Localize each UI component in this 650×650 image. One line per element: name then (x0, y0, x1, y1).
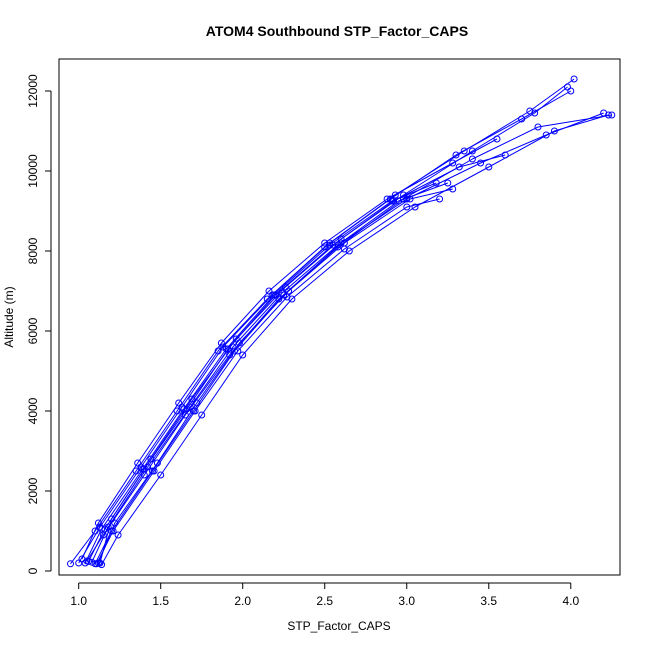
data-point (98, 525, 106, 533)
data-point (98, 561, 106, 569)
x-tick-label: 4.0 (562, 594, 579, 608)
data-point (468, 155, 476, 163)
data-point (542, 131, 550, 139)
y-tick-label: 10000 (26, 154, 40, 188)
chart-title: ATOM4 Southbound STP_Factor_CAPS (206, 23, 468, 39)
x-axis-label: STP_Factor_CAPS (287, 619, 390, 633)
data-point (198, 411, 206, 419)
data-point (432, 179, 440, 187)
data-point (460, 147, 468, 155)
data-point (81, 559, 89, 567)
data-point (534, 123, 542, 131)
plot-area (67, 75, 616, 569)
data-point (234, 347, 242, 355)
data-point (570, 75, 578, 83)
data-point (452, 151, 460, 159)
y-tick-label: 6000 (26, 317, 40, 344)
data-point (406, 195, 414, 203)
data-point (436, 195, 444, 203)
series-line-1 (78, 78, 575, 564)
data-point (605, 111, 612, 119)
data-point (109, 527, 117, 535)
data-point (388, 197, 396, 205)
data-point (139, 465, 147, 473)
y-tick-label: 12000 (26, 74, 40, 108)
data-point (403, 203, 411, 211)
data-point (265, 287, 273, 295)
data-point (444, 179, 452, 187)
series-line-0 (70, 90, 572, 565)
data-point (477, 159, 485, 167)
series-line-6 (81, 138, 498, 560)
data-point (193, 399, 201, 407)
data-point (455, 163, 463, 171)
y-tick-label: 0 (26, 567, 40, 574)
data-point (340, 245, 348, 253)
series-line-4 (97, 188, 453, 564)
series-line-10 (84, 182, 437, 564)
data-point (283, 293, 291, 301)
y-axis-label: Altitude (m) (2, 286, 16, 347)
data-point (411, 203, 419, 211)
data-point (191, 407, 199, 415)
data-point (93, 560, 101, 568)
data-point (188, 395, 196, 403)
x-tick-label: 1.0 (70, 594, 87, 608)
data-point (114, 531, 122, 539)
x-axis: 1.0 1.5 2.0 2.5 3.0 3.5 4.0 (70, 582, 579, 608)
data-point (485, 163, 493, 171)
data-point (150, 467, 158, 475)
x-tick-label: 1.5 (152, 594, 169, 608)
series-line-8 (101, 114, 609, 565)
data-point (157, 471, 165, 479)
y-tick-label: 4000 (26, 397, 40, 424)
data-point (88, 558, 96, 566)
data-point (67, 560, 74, 568)
series-line-5 (91, 182, 448, 563)
x-tick-label: 2.0 (234, 594, 251, 608)
data-point (217, 339, 225, 347)
data-point (449, 159, 457, 167)
data-point (564, 83, 571, 91)
data-point (550, 127, 558, 135)
data-point (175, 399, 183, 407)
data-point (180, 405, 188, 413)
series-line-11 (96, 198, 440, 565)
data-point (270, 291, 278, 299)
y-tick-label: 2000 (26, 477, 40, 504)
data-point (468, 147, 476, 155)
data-point (239, 351, 247, 359)
y-tick-label: 8000 (26, 237, 40, 264)
series-line-2 (86, 114, 612, 562)
data-point (326, 241, 334, 249)
series-line-9 (99, 86, 568, 564)
series-line-3 (94, 112, 604, 565)
data-point (608, 111, 616, 119)
x-tick-label: 2.5 (316, 594, 333, 608)
data-point (134, 459, 142, 467)
x-tick-label: 3.5 (480, 594, 497, 608)
data-point (232, 335, 240, 343)
plot-frame (58, 58, 621, 576)
data-point (531, 109, 539, 117)
x-tick-label: 3.0 (398, 594, 415, 608)
data-point (94, 519, 102, 527)
y-axis: 0 2000 4000 6000 8000 10000 12000 (26, 74, 52, 574)
data-point (147, 455, 155, 463)
series-line-7 (88, 154, 506, 562)
data-point (222, 345, 230, 353)
